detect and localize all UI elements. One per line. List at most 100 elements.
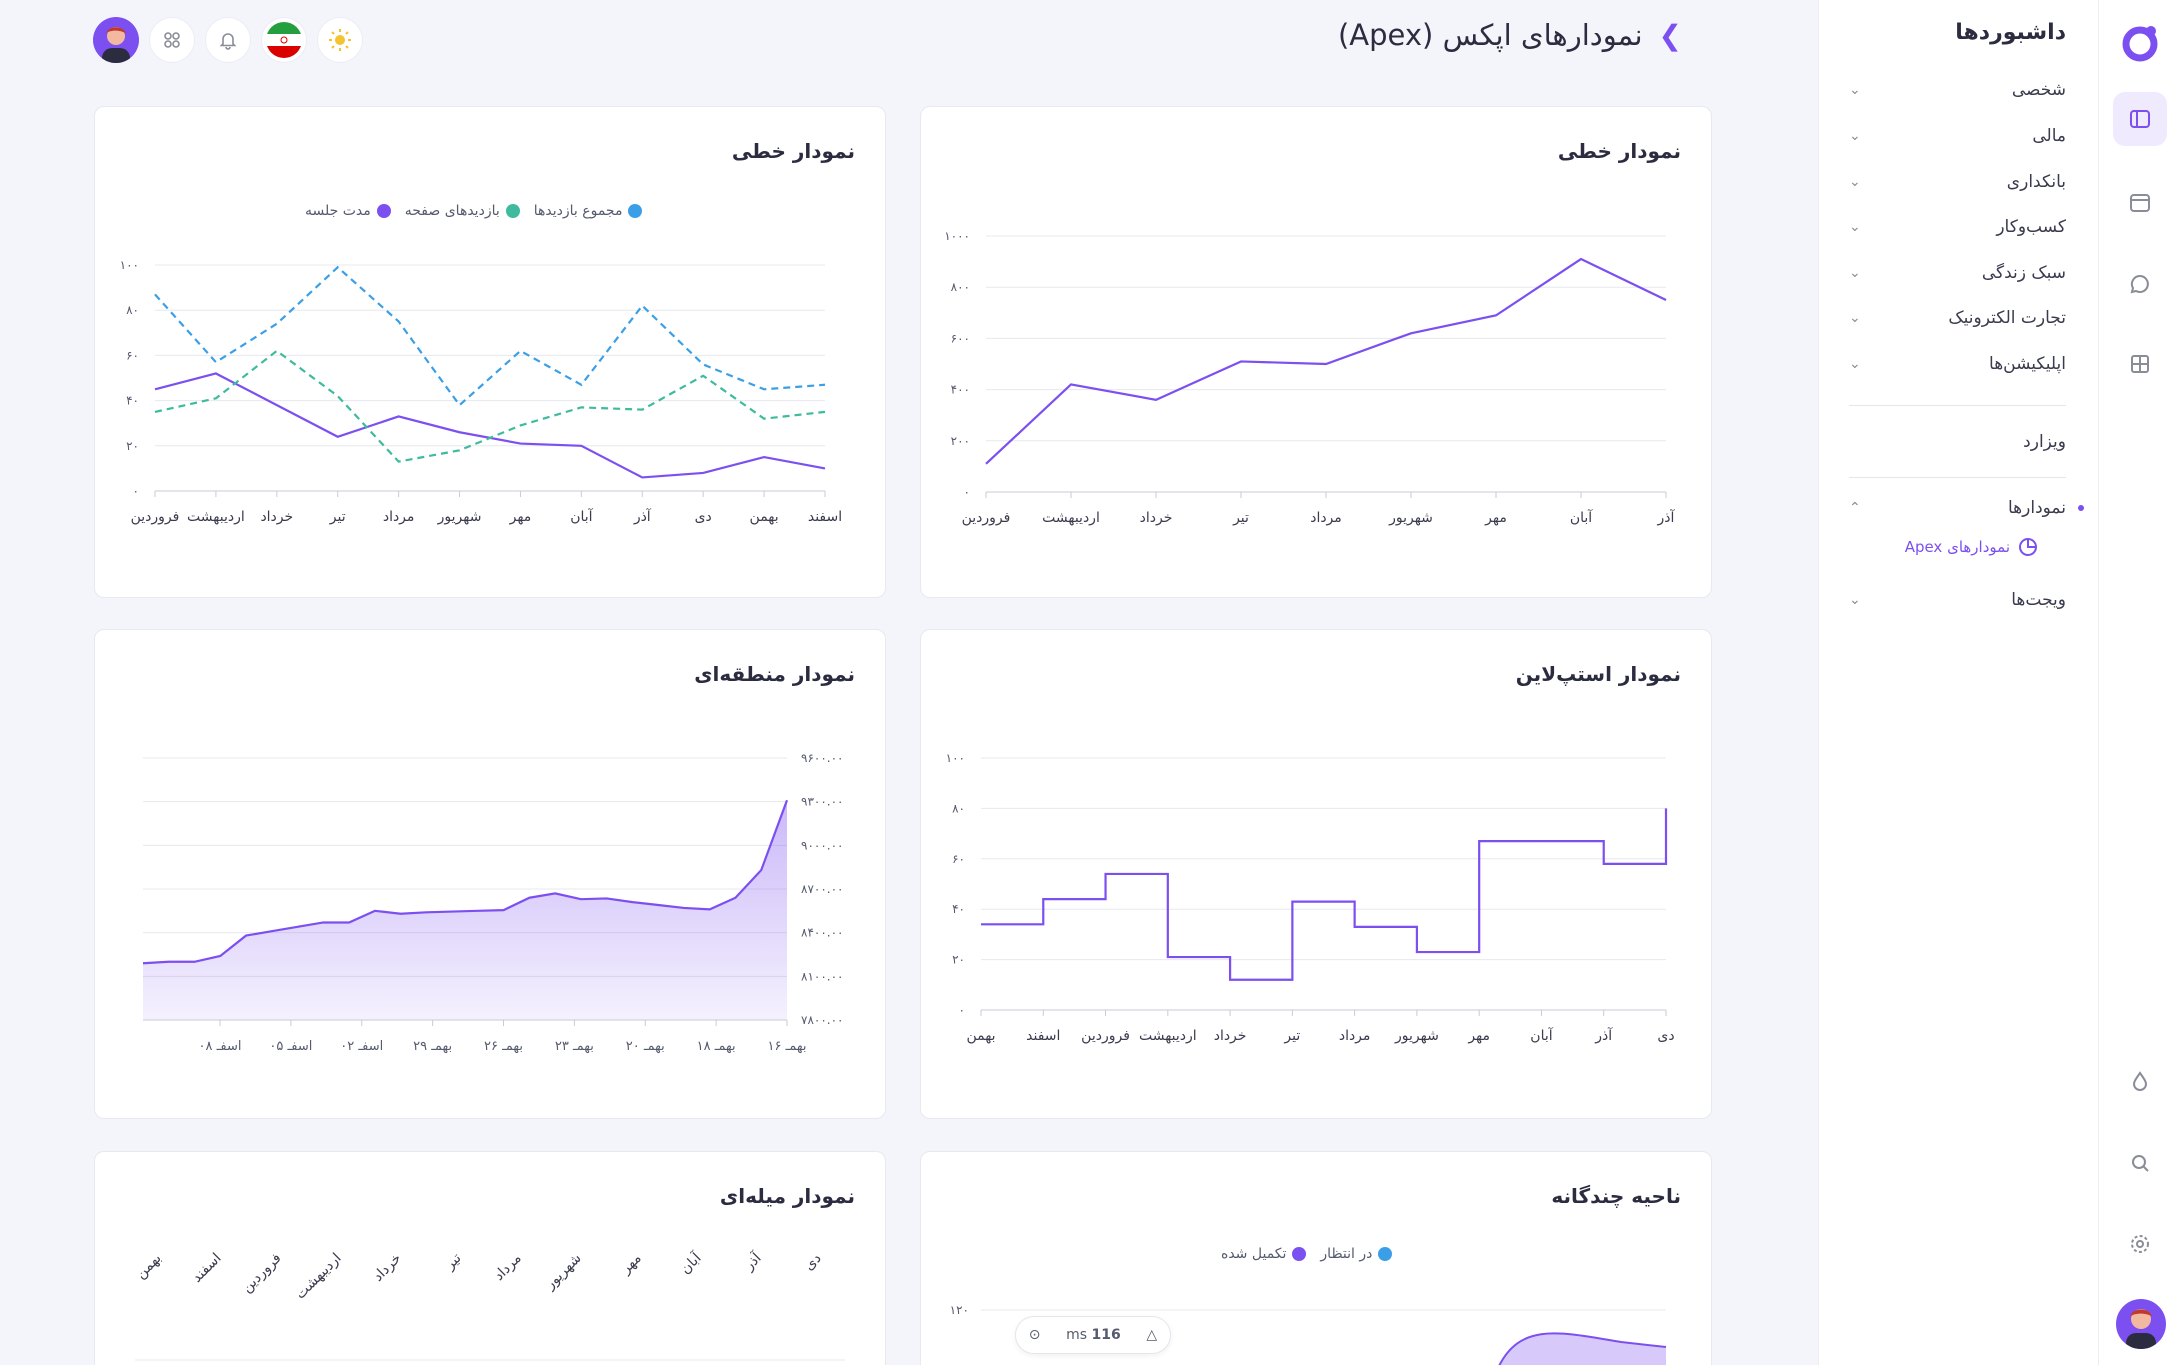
nav-apex-charts[interactable]: نمودارهای Apex — [1905, 537, 2038, 557]
chevron-down-icon: ⌄ — [1849, 356, 1861, 372]
crosshair-icon[interactable]: ⊙ — [1028, 1327, 1041, 1343]
x-tick-label: اسفند — [189, 1250, 225, 1286]
area-chart: ۷۸۰۰.۰۰ ۸۱۰۰.۰۰ ۸۴۰۰.۰۰ ۸۷۰۰.۰۰ ۹۰۰۰.۰۰ ۹۳۰۰.… — [142, 751, 844, 1054]
card-title: نمودار استپ‌لاین — [1515, 662, 1681, 686]
page-header: ❯ نمودارهای اپکس (Apex) — [1338, 18, 1682, 52]
notifications-button[interactable] — [205, 17, 251, 63]
y-tick-label: ۲۰ — [126, 439, 139, 453]
legend-item[interactable]: مدت جلسه — [305, 203, 391, 219]
apps-rail-button[interactable] — [2113, 337, 2167, 391]
profile-avatar[interactable] — [93, 17, 139, 63]
x-tick-label: تیر — [329, 509, 346, 525]
legend-label: تکمیل شده — [1221, 1246, 1287, 1262]
series-step-line — [981, 808, 1668, 981]
legend-dot — [376, 204, 391, 218]
x-tick-label: بهمن — [750, 509, 779, 525]
area-chart-card: نمودار منطقه‌ای ۷۸۰۰.۰۰ ۸۱۰۰.۰۰ ۸۴۰۰.۰۰ ۸۷۰… — [94, 629, 886, 1119]
x-tick-label: بهمـ ۱۶ — [767, 1039, 806, 1054]
nav-business[interactable]: کسب‌وکار ⌄ — [1849, 205, 2066, 249]
nav-charts[interactable]: نمودارها ⌃ — [1849, 486, 2066, 530]
x-tick-label: فروردین — [1081, 1028, 1130, 1044]
nav-label: نمودارها — [2008, 498, 2066, 518]
x-tick-label: اسفـ ۰۸ — [199, 1039, 242, 1054]
language-button[interactable] — [261, 17, 307, 63]
y-tick-label: ۰ — [964, 485, 970, 499]
dashboard-rail-button[interactable] — [2113, 92, 2167, 146]
x-tick-label: اسفند — [1026, 1028, 1060, 1044]
search-icon — [2132, 1155, 2149, 1172]
series-line — [154, 265, 826, 407]
grid-icon — [2131, 355, 2149, 373]
active-dot — [2078, 505, 2084, 511]
chevron-up-icon: ⌃ — [1849, 500, 1861, 516]
y-tick-label: ۸۷۰۰.۰۰ — [801, 882, 844, 896]
legend-label: مجموع بازدیدها — [533, 203, 623, 219]
user-avatar[interactable] — [2116, 1299, 2166, 1349]
legend-label: در انتظار — [1320, 1246, 1373, 1262]
pages-rail-button[interactable] — [2113, 176, 2167, 230]
card-title: نمودار خطی — [731, 139, 855, 163]
y-tick-label: ۶۰۰ — [951, 331, 970, 345]
page-title: نمودارهای اپکس (Apex) — [1337, 18, 1643, 52]
settings-rail-button[interactable] — [2113, 1217, 2167, 1271]
performance-widget[interactable]: ⊙ ms 116 △ — [1015, 1316, 1171, 1354]
legend-item[interactable]: بازدیدهای صفحه — [405, 203, 520, 219]
x-tick-label: آذر — [740, 1249, 765, 1274]
legend-item[interactable]: در انتظار — [1320, 1246, 1393, 1262]
logo-icon[interactable] — [2120, 22, 2160, 62]
x-tick-label: خرداد — [370, 1250, 404, 1284]
y-tick-label: ۰ — [133, 484, 139, 498]
nav-widgets[interactable]: ویجت‌ها ⌄ — [1849, 578, 2066, 622]
nav-personal[interactable]: شخصی ⌄ — [1849, 68, 2066, 112]
y-tick-label: ۸۰ — [952, 801, 965, 815]
gear-icon — [2131, 1235, 2149, 1253]
apps-button[interactable] — [149, 17, 195, 63]
multi-area-chart: ۱۲۰ — [950, 1303, 1667, 1365]
chevron-down-icon: ⌄ — [1849, 592, 1861, 608]
y-tick-label: ۶۰ — [126, 348, 139, 362]
multi-line-chart-card: نمودار خطی مجموع بازدیدها بازدیدهای صفحه… — [94, 106, 886, 598]
nav-wizard[interactable]: ویزارد — [1849, 420, 2066, 464]
y-tick-label: ۹۶۰۰.۰۰ — [801, 751, 844, 765]
chevron-right-icon[interactable]: ❯ — [1658, 18, 1682, 52]
nav-apps[interactable]: اپلیکیشن‌ها ⌄ — [1849, 342, 2066, 386]
y-tick-label: ۸۴۰۰.۰۰ — [801, 926, 844, 940]
card-title: نمودار میله‌ای — [719, 1184, 855, 1208]
mountain-icon[interactable]: △ — [1146, 1327, 1158, 1343]
nav-ecommerce[interactable]: تجارت الکترونیک ⌄ — [1849, 296, 2066, 340]
y-tick-label: ۸۰۰ — [951, 280, 970, 294]
nav-sub-label: نمودارهای Apex — [1904, 538, 2010, 556]
x-tick-label: مهر — [617, 1250, 644, 1277]
chevron-down-icon: ⌄ — [1849, 265, 1861, 281]
x-tick-label: فروردین — [131, 509, 180, 525]
series-line — [154, 349, 826, 463]
divider — [1849, 477, 2066, 478]
x-tick-label: شهریور — [1394, 1028, 1439, 1044]
x-tick-label: آبان — [677, 1249, 706, 1278]
legend-item[interactable]: مجموع بازدیدها — [534, 203, 643, 219]
nav-label: تجارت الکترونیک — [1948, 308, 2066, 328]
card-title: ناحیه چندگانه — [1551, 1184, 1681, 1208]
chart-legend: مجموع بازدیدها بازدیدهای صفحه مدت جلسه — [305, 203, 643, 219]
drop-icon — [2132, 1071, 2148, 1091]
series-line — [142, 799, 789, 965]
y-tick-label: ۴۰ — [126, 394, 139, 408]
theme-rail-button[interactable] — [2113, 1054, 2167, 1108]
legend-item[interactable]: تکمیل شده — [1221, 1246, 1307, 1262]
nav-lifestyle[interactable]: سبک زندگی ⌄ — [1849, 251, 2066, 295]
nav-label: سبک زندگی — [1981, 263, 2066, 283]
y-tick-label: ۸۱۰۰.۰۰ — [801, 969, 844, 983]
x-tick-label: دی — [695, 509, 712, 525]
browser-icon — [2130, 194, 2150, 212]
search-rail-button[interactable] — [2113, 1136, 2167, 1190]
theme-toggle-button[interactable] — [317, 17, 363, 63]
x-tick-label: شهریور — [437, 509, 482, 525]
nav-finance[interactable]: مالی ⌄ — [1849, 114, 2066, 158]
x-tick-label: دی — [801, 1250, 824, 1273]
series-line — [985, 257, 1667, 465]
nav-banking[interactable]: بانکداری ⌄ — [1849, 160, 2066, 204]
x-tick-label: مرداد — [383, 509, 415, 525]
side-panel: داشبوردها شخصی ⌄ مالی ⌄ بانکداری ⌄ کسب‌وکار… — [1818, 0, 2098, 1365]
x-tick-label: مرداد — [1310, 510, 1342, 526]
chat-rail-button[interactable] — [2113, 257, 2167, 311]
